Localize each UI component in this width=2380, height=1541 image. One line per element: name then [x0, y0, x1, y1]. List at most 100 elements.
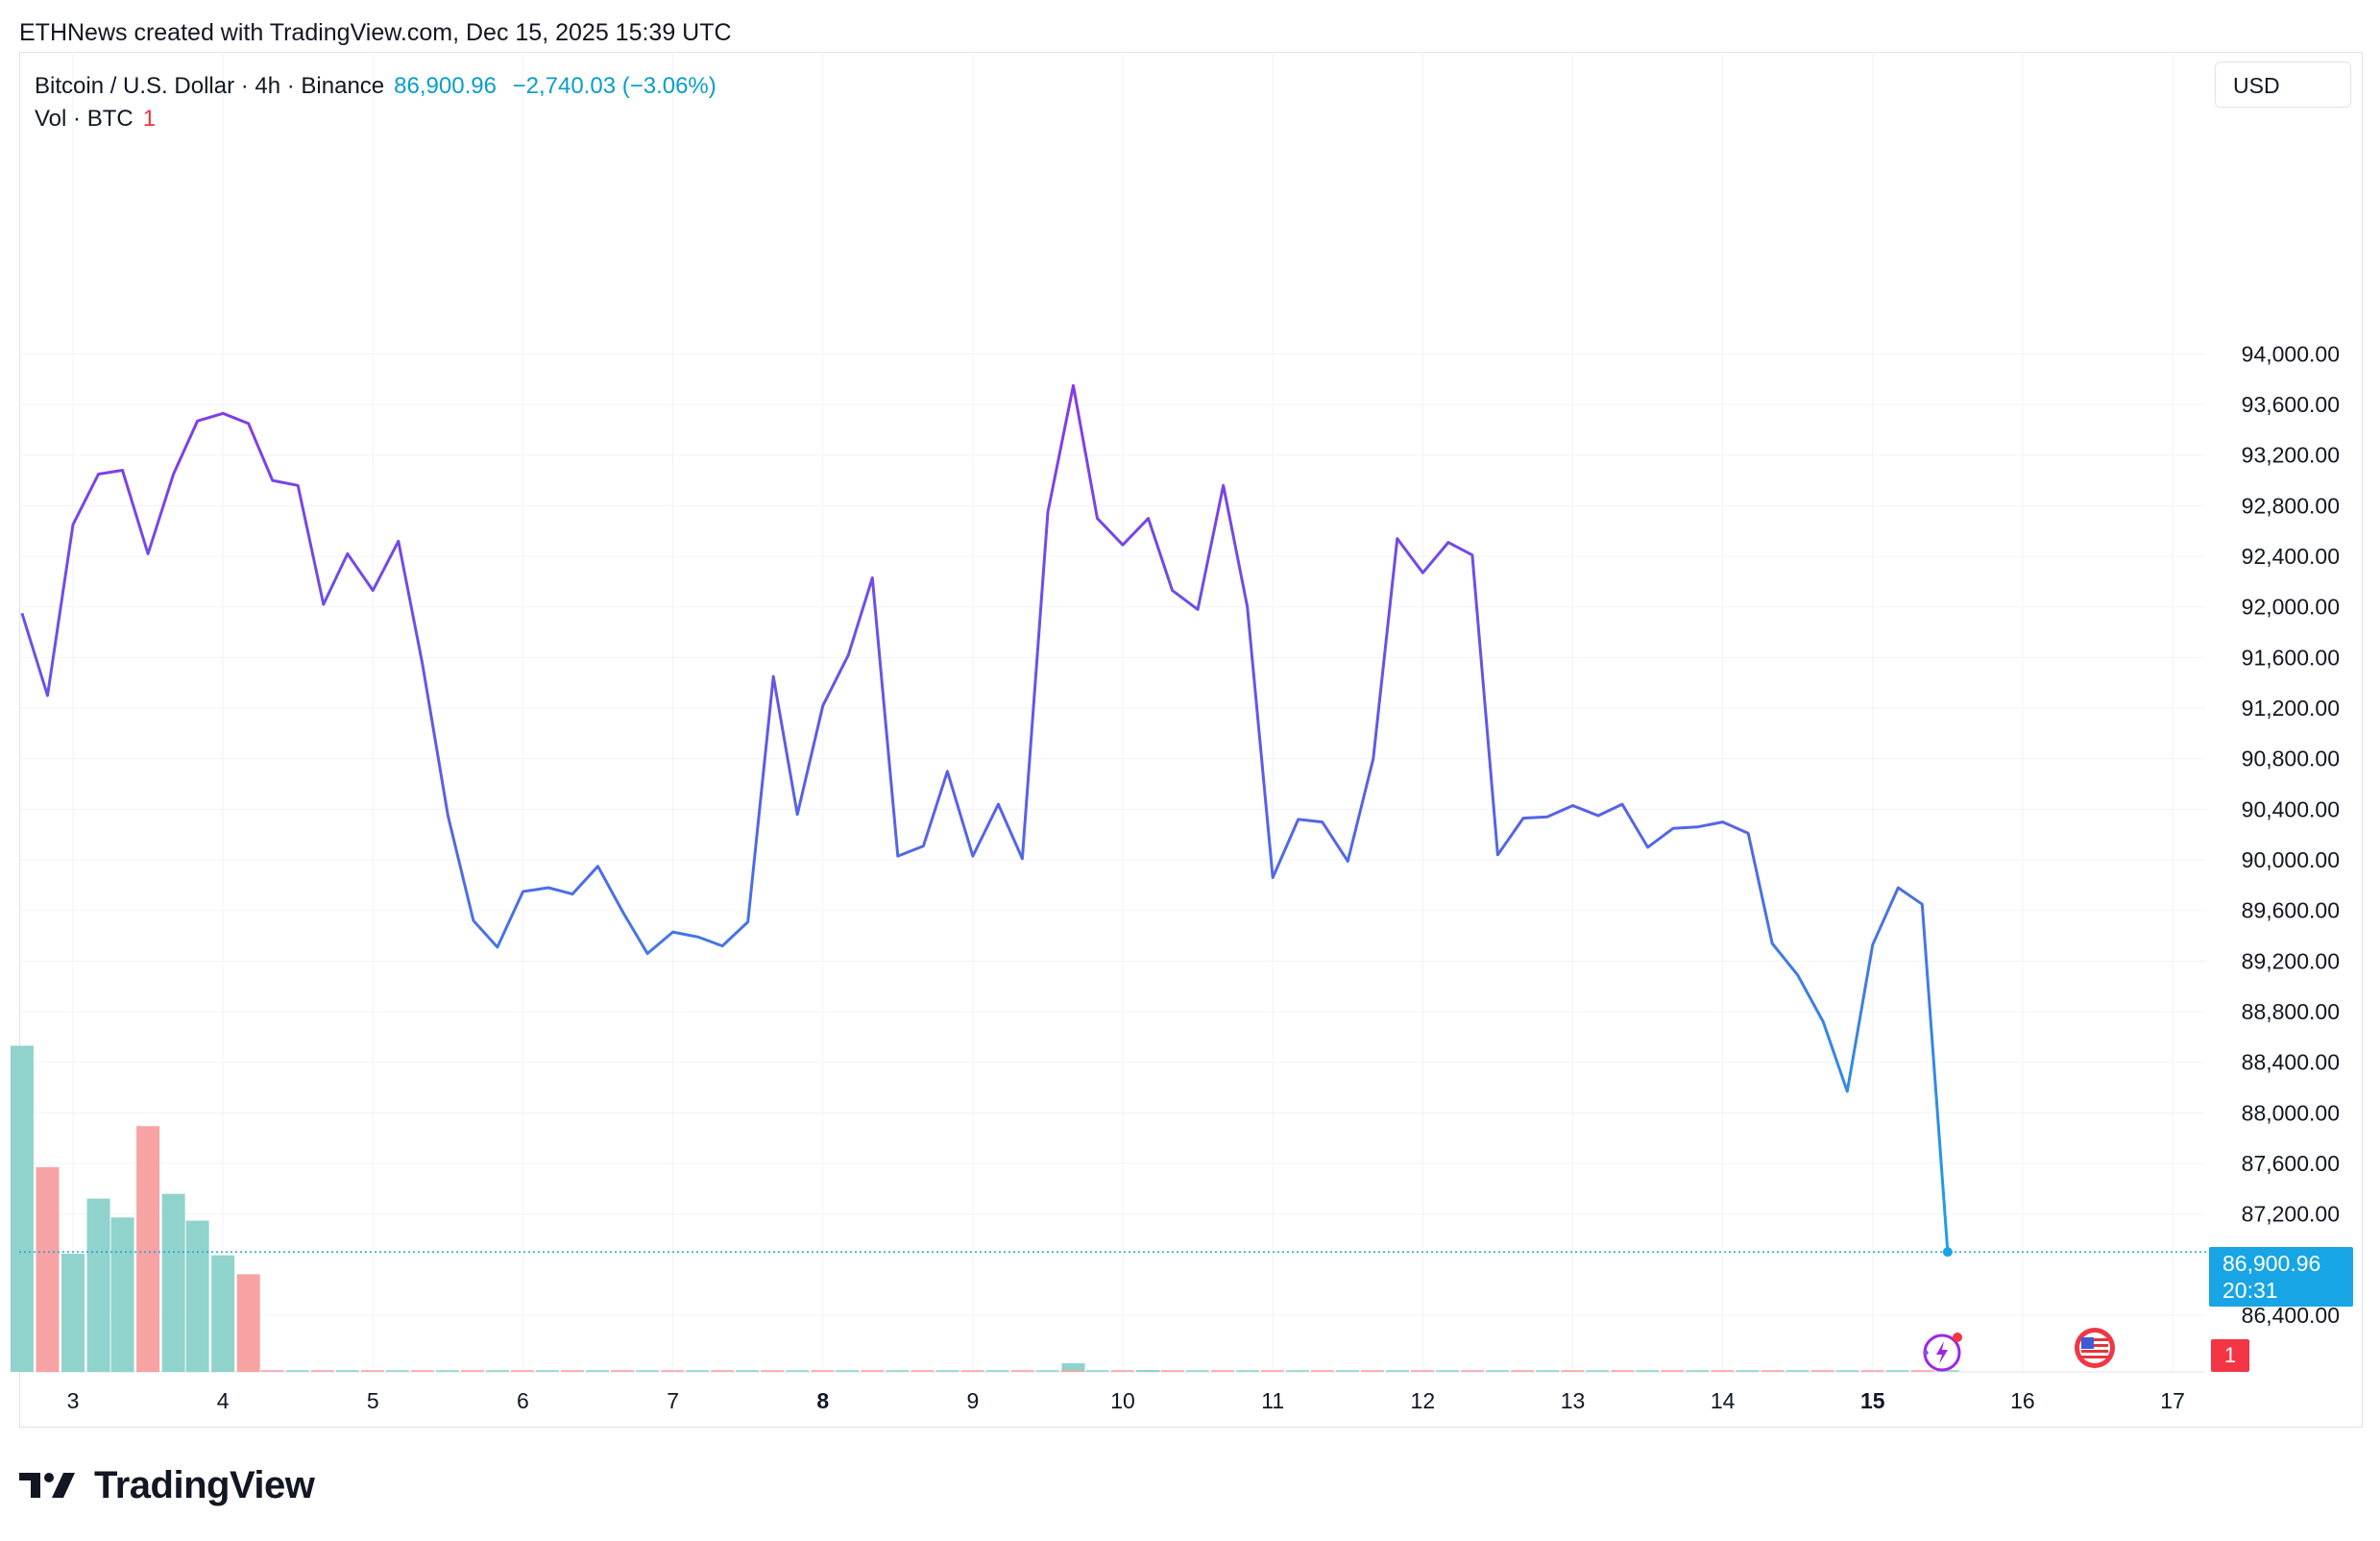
- volume-bar: [1285, 1370, 1309, 1372]
- volume-bar: [1636, 1370, 1660, 1372]
- y-tick-label: 88,400.00: [2242, 1050, 2340, 1075]
- volume-bar: [1486, 1370, 1510, 1372]
- volume-bar: [1035, 1370, 1059, 1372]
- chart-frame: [19, 52, 2363, 1428]
- volume-bar: [510, 1370, 534, 1372]
- us-flag-icon[interactable]: [2073, 1326, 2117, 1370]
- volume-bar: [1761, 1370, 1785, 1372]
- volume-bar: [1185, 1370, 1209, 1372]
- tradingview-logo[interactable]: TradingView: [19, 1464, 315, 1506]
- volume-bar: [1436, 1370, 1460, 1372]
- volume-bar: [485, 1370, 509, 1372]
- volume-bar: [335, 1370, 359, 1372]
- volume-bar: [1110, 1370, 1134, 1372]
- last-price-value: 86,900.96: [2222, 1251, 2321, 1276]
- volume-bar: [1536, 1370, 1560, 1372]
- y-tick-label: 91,200.00: [2242, 696, 2340, 721]
- volume-bar: [811, 1370, 835, 1372]
- volume-bar: [1085, 1370, 1109, 1372]
- symbol-title: Bitcoin / U.S. Dollar · 4h · Binance: [35, 73, 385, 99]
- volume-bar: [1335, 1370, 1359, 1372]
- x-tick-label: 8: [816, 1388, 829, 1413]
- volume-bar: [1561, 1370, 1585, 1372]
- volume-bar: [1686, 1370, 1710, 1372]
- x-tick-label: 13: [1561, 1388, 1586, 1413]
- volume-bar: [1835, 1370, 1859, 1372]
- volume-bar: [911, 1370, 935, 1372]
- volume-bar: [1785, 1370, 1809, 1372]
- y-tick-label: 90,800.00: [2242, 746, 2340, 771]
- volume-bar: [310, 1370, 334, 1372]
- x-tick-label: 14: [1711, 1388, 1736, 1413]
- volume-bar: [1860, 1370, 1884, 1372]
- currency-button[interactable]: USD: [2215, 61, 2351, 108]
- volume-bar: [636, 1370, 660, 1372]
- volume-bar: [1885, 1370, 1909, 1372]
- volume-bar: [1411, 1370, 1435, 1372]
- y-tick-label: 93,200.00: [2242, 443, 2340, 468]
- y-tick-label: 92,000.00: [2242, 595, 2340, 620]
- volume-bar: [586, 1370, 610, 1372]
- last-price-dot: [1942, 1247, 1953, 1258]
- volume-bar: [385, 1370, 409, 1372]
- volume-bar: [985, 1370, 1009, 1372]
- y-tick-label: 89,200.00: [2242, 948, 2340, 973]
- volume-bar: [161, 1193, 185, 1372]
- volume-bar: [1461, 1370, 1485, 1372]
- volume-legend: Vol · BTC 1: [35, 106, 156, 133]
- y-tick-label: 91,600.00: [2242, 645, 2340, 670]
- volume-label: Vol · BTC: [35, 106, 134, 132]
- volume-bar: [1910, 1370, 1934, 1372]
- x-tick-label: 15: [1860, 1388, 1885, 1413]
- volume-bar: [1586, 1370, 1610, 1372]
- volume-bar: [110, 1217, 134, 1372]
- x-tick-label: 9: [967, 1388, 980, 1413]
- volume-bar: [536, 1370, 560, 1372]
- volume-bar: [1135, 1370, 1159, 1372]
- legend-change: −2,740.03 (−3.06%): [512, 73, 716, 99]
- x-tick-label: 6: [517, 1388, 529, 1413]
- volume-bar: [960, 1370, 984, 1372]
- volume-bar: [260, 1370, 284, 1372]
- volume-bar: [236, 1274, 260, 1372]
- volume-bar: [1810, 1370, 1834, 1372]
- volume-bar: [1210, 1370, 1234, 1372]
- volume-bar: [1160, 1370, 1184, 1372]
- volume-bar: [836, 1370, 860, 1372]
- volume-bar: [736, 1370, 760, 1372]
- volume-bar: [1935, 1370, 1959, 1372]
- chart-attribution: ETHNews created with TradingView.com, De…: [19, 19, 732, 46]
- volume-bar: [1061, 1362, 1085, 1372]
- y-tick-label: 90,000.00: [2242, 847, 2340, 872]
- y-tick-label: 86,400.00: [2242, 1303, 2340, 1328]
- x-tick-label: 5: [367, 1388, 379, 1413]
- volume-badge: 1: [2211, 1339, 2249, 1372]
- y-tick-label: 90,400.00: [2242, 796, 2340, 821]
- bolt-icon[interactable]: [1913, 1326, 1967, 1380]
- volume-bar: [1361, 1370, 1385, 1372]
- volume-bar: [360, 1370, 384, 1372]
- volume-bar: [711, 1370, 735, 1372]
- volume-bar: [185, 1220, 209, 1372]
- volume-bar: [1310, 1370, 1334, 1372]
- volume-bar: [1060, 1370, 1084, 1372]
- tradingview-logo-icon: [19, 1473, 75, 1498]
- bar-countdown: 20:31: [2222, 1278, 2278, 1303]
- volume-bar: [1611, 1370, 1635, 1372]
- volume-bar: [786, 1370, 810, 1372]
- y-tick-label: 88,800.00: [2242, 999, 2340, 1024]
- volume-bar: [761, 1370, 785, 1372]
- volume-value: 1: [142, 106, 157, 132]
- symbol-legend: Bitcoin / U.S. Dollar · 4h · Binance 86,9…: [35, 73, 716, 100]
- volume-bar: [1235, 1370, 1259, 1372]
- x-tick-label: 11: [1261, 1388, 1284, 1413]
- x-tick-label: 12: [1411, 1388, 1436, 1413]
- volume-bar: [861, 1370, 885, 1372]
- volume-bar: [1260, 1370, 1284, 1372]
- volume-bar: [36, 1166, 60, 1372]
- y-tick-label: 94,000.00: [2242, 341, 2340, 366]
- volume-bar: [10, 1045, 34, 1372]
- volume-bar: [61, 1254, 85, 1372]
- volume-bar: [935, 1370, 959, 1372]
